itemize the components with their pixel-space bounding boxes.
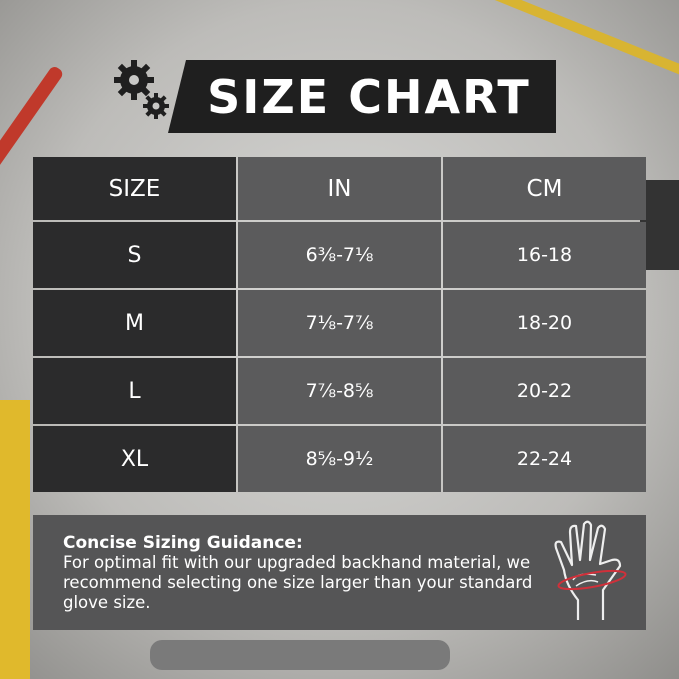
pliers-decoration bbox=[640, 180, 679, 270]
page-title: SIZE CHART bbox=[207, 69, 531, 124]
title-banner: SIZE CHART bbox=[168, 60, 556, 133]
guidance-text: For optimal fit with our upgraded backha… bbox=[63, 553, 533, 612]
wrench-decoration bbox=[150, 640, 450, 670]
size-table: SIZE IN CM S 6⅜-7⅛ 16-18 M 7⅛-7⅞ 18-20 L… bbox=[33, 157, 646, 492]
size-cell: S bbox=[33, 222, 236, 288]
in-cell: 6⅜-7⅛ bbox=[238, 222, 441, 288]
screwdriver-decoration bbox=[0, 64, 65, 172]
in-cell: 7⅛-7⅞ bbox=[238, 290, 441, 356]
header-size: SIZE bbox=[33, 157, 236, 220]
size-cell: XL bbox=[33, 426, 236, 492]
in-cell: 8⅝-9½ bbox=[238, 426, 441, 492]
size-cell: L bbox=[33, 358, 236, 424]
sizing-guidance-box: Concise Sizing Guidance: For optimal fit… bbox=[33, 515, 646, 630]
level-tool-decoration bbox=[0, 400, 30, 679]
header-cm: CM bbox=[443, 157, 646, 220]
cm-cell: 20-22 bbox=[443, 358, 646, 424]
cm-cell: 18-20 bbox=[443, 290, 646, 356]
cm-cell: 16-18 bbox=[443, 222, 646, 288]
size-cell: M bbox=[33, 290, 236, 356]
cm-cell: 22-24 bbox=[443, 426, 646, 492]
header-in: IN bbox=[238, 157, 441, 220]
in-cell: 7⅞-8⅝ bbox=[238, 358, 441, 424]
guidance-heading: Concise Sizing Guidance: bbox=[63, 533, 303, 553]
hand-measure-icon bbox=[554, 520, 627, 620]
gears-icon bbox=[114, 60, 169, 119]
